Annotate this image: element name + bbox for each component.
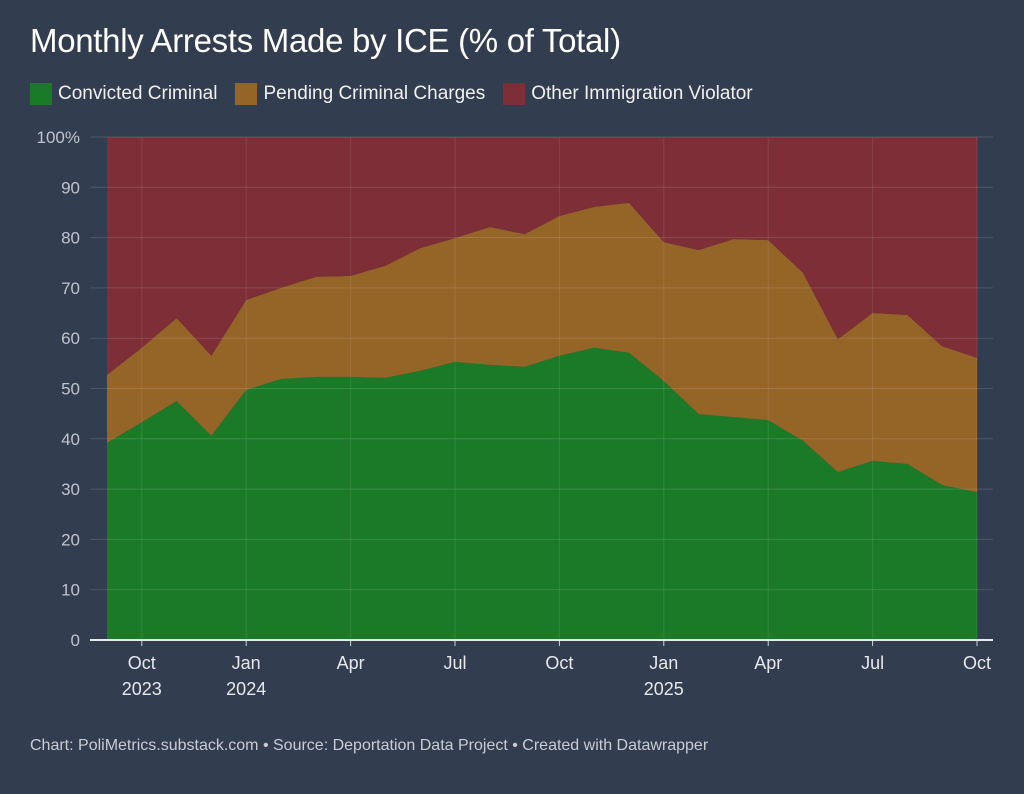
x-tick-label: Apr [754, 653, 782, 673]
x-tick-label: Jul [443, 653, 466, 673]
y-tick-label: 0 [71, 631, 80, 650]
legend: Convicted Criminal Pending Criminal Char… [30, 83, 753, 105]
y-tick-label: 30 [61, 480, 80, 499]
chart-footer: Chart: PoliMetrics.substack.com • Source… [30, 737, 709, 754]
legend-label: Convicted Criminal [58, 83, 218, 104]
x-tick-year: 2023 [122, 679, 162, 699]
legend-label: Pending Criminal Charges [263, 83, 486, 104]
x-tick-label: Apr [337, 653, 365, 673]
legend-swatch [235, 83, 258, 105]
x-tick-year: 2024 [226, 679, 266, 699]
legend-item-other: Other Immigration Violator [503, 83, 753, 105]
y-tick-label: 10 [61, 581, 80, 600]
y-tick-label: 70 [61, 279, 80, 298]
area-pending-criminal-charges [107, 202, 977, 493]
x-tick-label: Jul [861, 653, 884, 673]
legend-swatch [503, 83, 526, 105]
area-convicted-criminal [107, 347, 977, 640]
legend-item-convicted: Convicted Criminal [30, 83, 217, 105]
chart-title: Monthly Arrests Made by ICE (% of Total) [30, 22, 621, 59]
y-tick-label: 60 [61, 329, 80, 348]
area-other-immigration-violator [107, 137, 977, 375]
y-tick-label: 40 [61, 430, 80, 449]
x-tick-label: Oct [545, 653, 573, 673]
y-tick-label: 90 [61, 178, 80, 197]
y-tick-label: 20 [61, 530, 80, 549]
y-tick-label: 80 [61, 229, 80, 248]
x-tick-label: Oct [963, 653, 991, 673]
legend-item-pending: Pending Criminal Charges [235, 83, 485, 105]
legend-label: Other Immigration Violator [531, 83, 753, 104]
legend-swatch [30, 83, 52, 105]
x-tick-label: Jan [232, 653, 261, 673]
y-tick-label: 50 [61, 380, 80, 399]
x-tick-label: Jan [649, 653, 678, 673]
x-tick-label: Oct [128, 653, 156, 673]
y-tick-label: 100% [37, 128, 80, 147]
x-tick-year: 2025 [644, 679, 684, 699]
